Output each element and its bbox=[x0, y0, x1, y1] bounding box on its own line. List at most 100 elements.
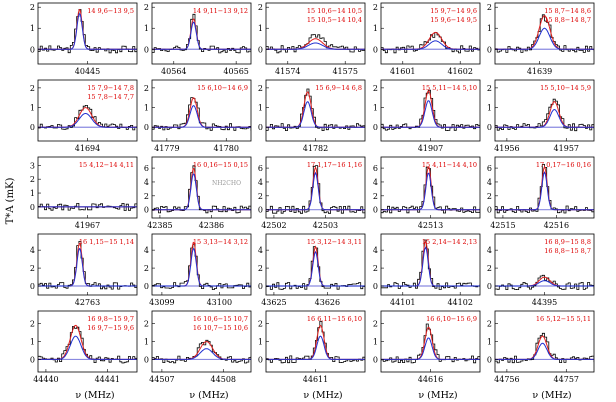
model-red-curve bbox=[152, 18, 251, 50]
observed-spectrum bbox=[266, 34, 365, 54]
x-tick-label: 41782 bbox=[303, 144, 328, 153]
plot-area bbox=[381, 89, 480, 131]
plot-area bbox=[38, 324, 137, 364]
model-blue-curve bbox=[152, 105, 251, 128]
y-tick-label: 6 bbox=[258, 164, 263, 173]
y-tick-label: 2 bbox=[487, 192, 492, 201]
y-tick-label: 0 bbox=[373, 282, 378, 291]
panel-frame bbox=[494, 156, 595, 219]
transition-label: 15 6,10−14 6,9 bbox=[197, 84, 248, 92]
x-tick-label: 44611 bbox=[303, 375, 328, 384]
transition-label: 15 3,13−14 3,12 bbox=[193, 238, 248, 246]
model-blue-curve bbox=[266, 335, 365, 360]
transition-label: 14 9,6−13 9,5 bbox=[87, 7, 134, 15]
model-blue-curve bbox=[266, 42, 365, 50]
y-tick-label: 0 bbox=[373, 206, 378, 215]
y-tick-label: 4 bbox=[258, 178, 263, 187]
y-tick-label: 1 bbox=[487, 104, 492, 113]
x-tick-label: 41575 bbox=[332, 67, 357, 76]
x-tick-label: 44102 bbox=[447, 298, 472, 307]
transition-label: 15 5,10−14 5,9 bbox=[540, 84, 591, 92]
y-tick-label: 2 bbox=[144, 3, 149, 12]
model-blue-curve bbox=[495, 108, 594, 128]
y-tick-label: 0 bbox=[258, 282, 263, 291]
x-tick-label: 42386 bbox=[199, 221, 224, 230]
transition-label: 15 8,7−14 8,6 bbox=[544, 7, 591, 15]
y-tick-label: 4 bbox=[487, 178, 492, 187]
x-tick-label: 44395 bbox=[532, 298, 557, 307]
y-tick-label: 2 bbox=[258, 3, 263, 12]
y-tick-label: 0 bbox=[30, 123, 35, 132]
transition-label: 15 9,6−14 9,5 bbox=[430, 16, 477, 24]
y-tick-label: 0 bbox=[373, 45, 378, 54]
y-tick-label: 0 bbox=[258, 206, 263, 215]
x-tick-label: 43625 bbox=[261, 298, 286, 307]
spectrum-panel: 0 2 4 44101 44102 15 2,14−14 2,13 bbox=[373, 233, 481, 307]
y-tick-label: 0 bbox=[487, 45, 492, 54]
spectrum-panel: 0 1 2 41574 41575 15 10,6−14 10,515 10,5−14 1… bbox=[258, 2, 366, 76]
observed-spectrum bbox=[152, 339, 251, 364]
transition-label: 16 0,16−15 0,15 bbox=[193, 161, 248, 169]
model-blue-curve bbox=[266, 171, 365, 211]
observed-spectrum bbox=[38, 203, 137, 211]
transition-label: 15 6,9−14 6,8 bbox=[315, 84, 362, 92]
x-tick-label: 41694 bbox=[75, 144, 100, 153]
observed-spectrum bbox=[266, 246, 365, 290]
spectrum-panel: 0 2 4 44395 16 8,9−15 8,816 8,8−15 8,7 bbox=[487, 233, 595, 307]
spectrum-panel: 0 2 4 43625 43626 15 3,12−14 3,11 bbox=[258, 233, 366, 307]
plot-area bbox=[381, 239, 480, 290]
observed-spectrum bbox=[38, 9, 137, 54]
x-tick-label: 41639 bbox=[527, 67, 552, 76]
plot-area bbox=[152, 339, 251, 364]
spectrum-panel: 0 1 2 41601 41602 15 9,7−14 9,615 9,6−14 9,5 bbox=[373, 2, 481, 76]
x-tick-label: 44756 bbox=[494, 375, 519, 384]
y-tick-label: 2 bbox=[30, 175, 35, 184]
y-tick-label: 6 bbox=[487, 164, 492, 173]
transition-label: 17 1,17−16 1,16 bbox=[307, 161, 362, 169]
y-tick-label: 0 bbox=[30, 355, 35, 364]
model-blue-curve bbox=[381, 100, 480, 128]
y-tick-label: 2 bbox=[258, 84, 263, 93]
y-tick-label: 1 bbox=[258, 104, 263, 113]
x-tick-label: 44440 bbox=[33, 375, 58, 384]
y-tick-label: 2 bbox=[373, 264, 378, 273]
species-annotation: NH2CHO bbox=[212, 180, 241, 187]
y-tick-label: 1 bbox=[144, 104, 149, 113]
model-red-curve bbox=[381, 90, 480, 128]
y-tick-label: 2 bbox=[30, 3, 35, 12]
panel-grid: 0 1 2 40445 14 9,6−13 9,5 0 1 2 40564 40565 14 9,1… bbox=[30, 2, 595, 384]
model-blue-curve bbox=[495, 342, 594, 360]
y-tick-label: 2 bbox=[487, 264, 492, 273]
y-tick-label: 2 bbox=[373, 192, 378, 201]
transition-label: 15 7,8−14 7,7 bbox=[87, 93, 134, 101]
x-tick-label: 44441 bbox=[95, 375, 120, 384]
plot-area bbox=[495, 164, 594, 214]
transition-label: 14 9,11−13 9,12 bbox=[193, 7, 248, 15]
plot-area bbox=[266, 320, 365, 364]
y-tick-label: 4 bbox=[373, 178, 378, 187]
model-blue-curve bbox=[495, 171, 594, 211]
transition-label: 16 6,11−15 6,10 bbox=[307, 315, 362, 323]
x-tick-label: 40564 bbox=[161, 67, 186, 76]
spectrum-panel: 0 2 4 6 42515 42516 17 0,17−16 0,16 bbox=[487, 156, 595, 230]
observed-spectrum bbox=[381, 32, 480, 54]
y-tick-label: 1 bbox=[30, 189, 35, 198]
transition-label: 15 10,5−14 10,4 bbox=[307, 16, 362, 24]
spectrum-panel: 0 1 2 44616 16 6,10−15 6,9 bbox=[373, 310, 481, 384]
spectrum-panel: 0 1 2 41694 15 7,9−14 7,815 7,8−14 7,7 bbox=[30, 79, 138, 153]
y-tick-label: 4 bbox=[258, 246, 263, 255]
y-tick-label: 2 bbox=[258, 192, 263, 201]
y-tick-label: 2 bbox=[144, 264, 149, 273]
observed-spectrum bbox=[266, 320, 365, 364]
x-axis-label-col-2: ν (MHz) bbox=[189, 390, 228, 401]
transition-label: 15 5,11−14 5,10 bbox=[422, 84, 477, 92]
y-tick-label: 0 bbox=[487, 355, 492, 364]
plot-area bbox=[38, 8, 137, 54]
y-tick-label: 2 bbox=[373, 3, 378, 12]
panel-frame bbox=[265, 156, 366, 219]
y-tick-label: 0 bbox=[487, 206, 492, 215]
panel-frame bbox=[151, 79, 252, 142]
x-tick-label: 41967 bbox=[75, 221, 100, 230]
x-tick-label: 43100 bbox=[207, 298, 232, 307]
y-tick-label: 0 bbox=[373, 355, 378, 364]
